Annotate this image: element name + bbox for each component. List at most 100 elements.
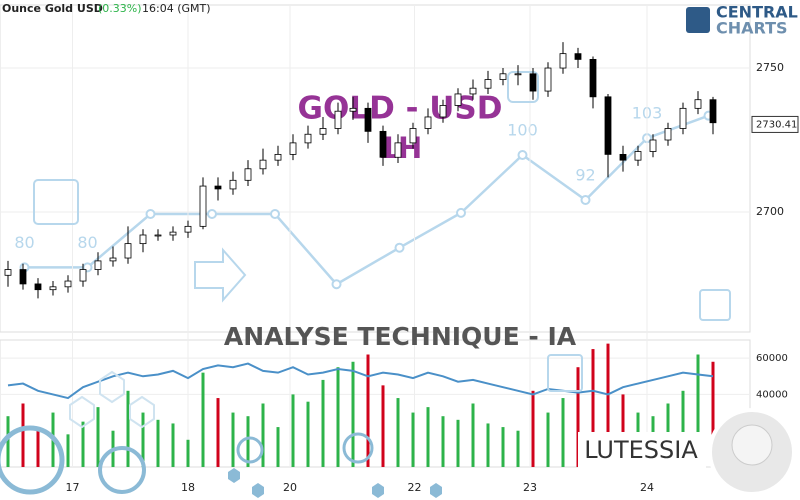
- avatar-face: [731, 424, 773, 466]
- subtitle: ANALYSE TECHNIQUE - IA: [224, 322, 577, 351]
- candle-body: [79, 269, 87, 282]
- score-line: [24, 114, 709, 286]
- decorations: [0, 71, 731, 498]
- score-point: [331, 279, 342, 290]
- candle-body: [229, 179, 237, 190]
- score-point: [580, 194, 591, 205]
- volume-line: [7, 362, 714, 400]
- candle-body: [559, 53, 567, 69]
- score-point: [207, 209, 217, 220]
- time: 16:04 (GMT): [142, 2, 211, 15]
- volume-bar: [216, 398, 220, 467]
- candle-body: [244, 168, 252, 181]
- candle-body: [349, 107, 357, 112]
- icon: [98, 446, 146, 494]
- volume-bar: [441, 416, 445, 467]
- volume-bar: [156, 419, 160, 467]
- score-label: 100: [507, 121, 538, 140]
- volume-bar: [201, 372, 205, 467]
- icon: [0, 425, 65, 495]
- candle-body: [199, 185, 207, 227]
- candle-body: [379, 130, 387, 158]
- candle-body: [274, 153, 282, 161]
- candle-body: [124, 243, 132, 259]
- volume-bar: [246, 416, 250, 467]
- watermark-title: GOLD - USD: [298, 91, 503, 127]
- icon: [547, 354, 583, 392]
- icon: [699, 289, 731, 321]
- candle-body: [529, 73, 537, 92]
- volume-bar: [696, 354, 700, 467]
- volume-bar: [291, 394, 295, 467]
- logo-bottom: CHARTS: [716, 19, 788, 38]
- volume-bar: [96, 407, 100, 467]
- y-tick-label: 2750: [756, 61, 784, 74]
- candle-body: [214, 185, 222, 190]
- candle-body: [19, 269, 27, 285]
- candle-body: [184, 225, 192, 233]
- price-tag: [751, 115, 799, 133]
- icon: [342, 432, 374, 464]
- x-tick-label: 18: [181, 481, 195, 494]
- volume-bar: [711, 361, 715, 467]
- volume-bar: [186, 439, 190, 467]
- price-panel: [0, 4, 751, 333]
- volume-bar: [381, 385, 385, 467]
- icon: [236, 436, 264, 464]
- candle-body: [259, 159, 267, 170]
- candle-body: [439, 105, 447, 118]
- volume-bar: [471, 403, 475, 467]
- candle-body: [634, 151, 642, 161]
- candle-body: [499, 73, 507, 80]
- volume-bar: [366, 354, 370, 467]
- volume-bar: [681, 390, 685, 467]
- x-tick-label: 24: [640, 481, 654, 494]
- candle-body: [619, 153, 627, 161]
- volume-bar: [351, 361, 355, 467]
- x-tick-label: 17: [66, 481, 80, 494]
- candle-body: [49, 286, 57, 291]
- candle-body: [664, 128, 672, 141]
- score-label: 92: [575, 165, 595, 184]
- volume-bar: [621, 394, 625, 467]
- candle-body: [139, 234, 147, 245]
- score-point: [270, 209, 280, 220]
- volume-bar: [501, 427, 505, 467]
- volume-bar: [531, 390, 535, 467]
- candle-body: [304, 133, 312, 144]
- volume-bar: [36, 427, 40, 467]
- volume-bar: [396, 398, 400, 467]
- brand: LUTESSIA: [584, 436, 698, 464]
- candle-body: [424, 116, 432, 129]
- score-label: 80: [77, 233, 97, 252]
- volume-bar: [231, 412, 235, 467]
- candle-body: [604, 96, 612, 155]
- volume-bar: [576, 367, 580, 467]
- volume-bar: [321, 379, 325, 467]
- candle-body: [289, 142, 297, 155]
- brand-box: [578, 432, 706, 468]
- candle-body: [694, 99, 702, 109]
- candle-body: [4, 269, 12, 276]
- icon: [194, 247, 247, 303]
- volume-bar: [546, 412, 550, 467]
- symbol: Ounce Gold USD: [2, 2, 103, 15]
- x-tick-label: 23: [523, 481, 537, 494]
- candle-body: [679, 107, 687, 129]
- volume-bar: [21, 403, 25, 467]
- candle-body: [34, 283, 42, 291]
- volume-bar: [411, 412, 415, 467]
- candle-body: [709, 99, 717, 124]
- volume-bar: [276, 427, 280, 467]
- y-tick-label: 60000: [756, 353, 788, 364]
- candle-body: [109, 257, 117, 262]
- y-tick-label: 2700: [756, 205, 784, 218]
- volume-bar: [606, 343, 610, 467]
- volume-bar: [516, 430, 520, 467]
- volume-bar: [6, 416, 10, 467]
- volume-bar: [591, 349, 595, 467]
- y-tick-label: 40000: [756, 389, 788, 400]
- volume-bar: [171, 423, 175, 467]
- score-point: [456, 207, 466, 218]
